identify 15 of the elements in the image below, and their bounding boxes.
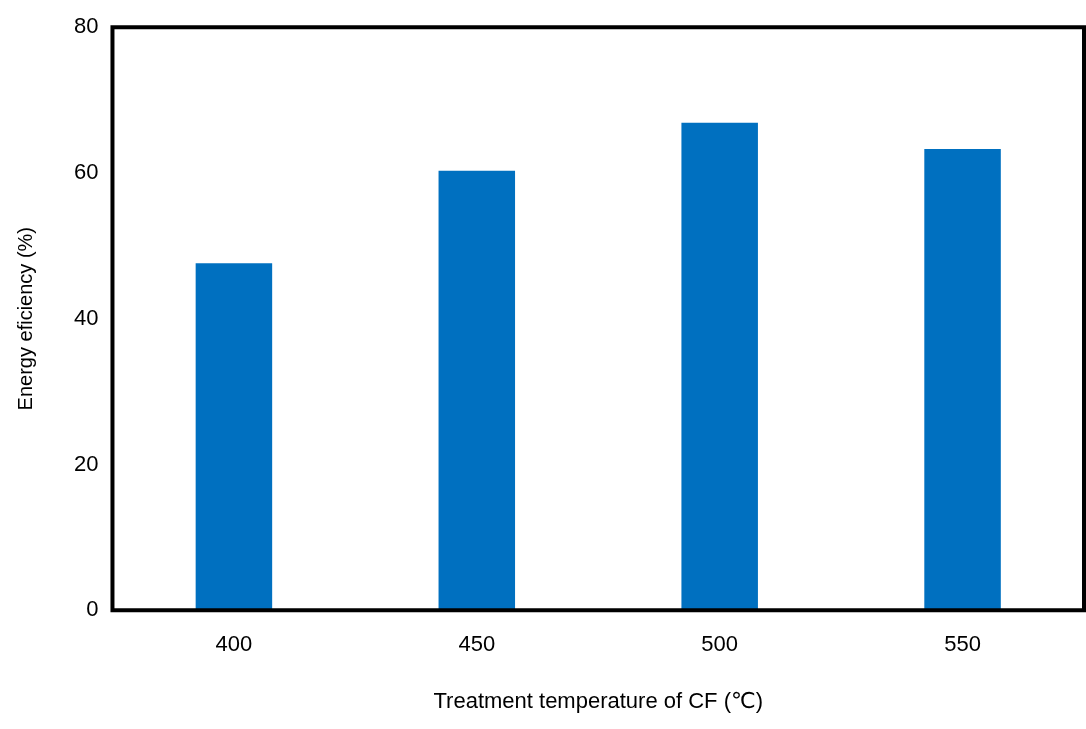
y-tick-label: 80: [73, 13, 99, 39]
bar: [438, 170, 516, 611]
y-tick-label: 0: [86, 596, 99, 622]
x-tick-label: 400: [215, 631, 253, 657]
y-axis-title: Energy eficiency (%): [13, 227, 36, 411]
y-tick-label: 40: [73, 304, 99, 330]
y-tick-label: 20: [73, 450, 99, 476]
x-tick-label: 450: [458, 631, 496, 657]
x-tick-label: 550: [944, 631, 981, 657]
x-axis-title: Treatment temperature of CF (℃): [433, 687, 764, 713]
x-tick-label: 500: [701, 631, 739, 657]
y-tick-label: 60: [73, 159, 99, 185]
bar: [924, 148, 1001, 611]
bar: [195, 263, 273, 611]
bar: [681, 122, 758, 611]
